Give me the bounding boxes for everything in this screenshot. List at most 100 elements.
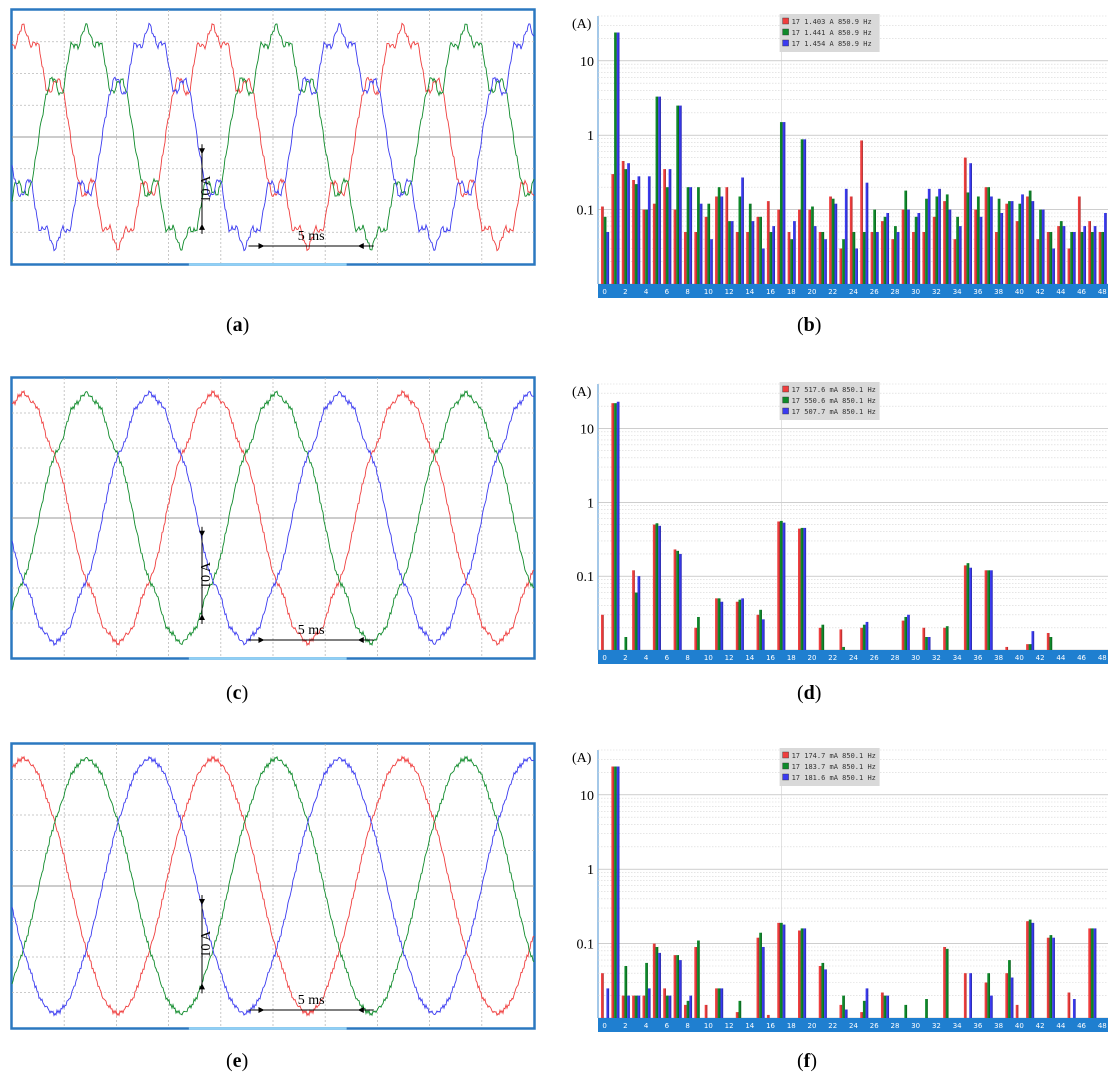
waveform-panel-a: 10 A 5 ms xyxy=(10,8,536,266)
bar-blue-h25 xyxy=(865,621,869,650)
bar-green-h32 xyxy=(935,196,939,284)
bar-red-h28 xyxy=(891,239,895,284)
bar-red-h29 xyxy=(901,620,905,650)
bar-red-h25 xyxy=(860,140,863,284)
bar-blue-h22 xyxy=(834,203,838,284)
bar-green-h8 xyxy=(686,187,690,284)
bar-blue-h40 xyxy=(1021,194,1024,284)
waveform-red-phase xyxy=(11,755,535,1017)
x-tick-label: 46 xyxy=(1077,288,1086,296)
bar-blue-h16 xyxy=(772,226,776,284)
bar-green-h41 xyxy=(1028,919,1032,1018)
bar-green-h6 xyxy=(665,995,669,1018)
x-tick-label: 4 xyxy=(644,654,649,662)
bar-blue-h34 xyxy=(958,226,962,284)
bar-blue-h31 xyxy=(927,188,931,284)
legend-swatch-blue xyxy=(782,407,789,415)
bar-blue-h6 xyxy=(668,169,672,284)
x-tick-label: 4 xyxy=(644,1022,649,1030)
x-tick-label: 26 xyxy=(870,288,879,296)
arrow-left-icon xyxy=(357,243,364,249)
legend-entry: 17 183.7 mA 850.1 Hz xyxy=(792,763,876,771)
bar-green-h3 xyxy=(634,184,638,284)
bar-red-h41 xyxy=(1026,196,1029,284)
legend-box xyxy=(779,14,880,52)
bar-red-h33 xyxy=(943,201,946,284)
bar-red-h32 xyxy=(932,216,936,284)
x-tick-label: 38 xyxy=(994,654,1003,662)
x-tick-label: 48 xyxy=(1098,1022,1107,1030)
y-tick-label: 0.1 xyxy=(577,204,595,219)
bar-blue-h25 xyxy=(865,988,869,1018)
arrow-left-icon xyxy=(357,637,364,643)
x-tick-label: 40 xyxy=(1015,288,1024,296)
x-tick-label: 0 xyxy=(602,1022,606,1030)
bar-red-h19 xyxy=(798,209,801,284)
x-tick-label: 2 xyxy=(623,654,627,662)
x-tick-label: 28 xyxy=(890,1022,899,1030)
bar-blue-h15 xyxy=(761,947,765,1018)
bar-blue-h18 xyxy=(793,221,796,284)
bar-red-h4 xyxy=(642,209,646,284)
bar-red-h39 xyxy=(1005,973,1009,1018)
bar-red-h30 xyxy=(912,231,915,284)
caption-f: (f) xyxy=(797,1050,818,1072)
bar-green-h47 xyxy=(1090,231,1094,284)
bar-green-h4 xyxy=(645,962,648,1018)
bar-blue-h37 xyxy=(990,196,993,284)
bar-red-h34 xyxy=(953,239,957,284)
bar-blue-h5 xyxy=(658,952,661,1018)
bar-red-h11 xyxy=(715,196,718,284)
x-tick-label: 42 xyxy=(1036,654,1045,662)
bar-green-h26 xyxy=(873,209,876,284)
x-tick-label: 38 xyxy=(994,1022,1003,1030)
x-tick-label: 16 xyxy=(766,288,775,296)
bar-blue-h35 xyxy=(969,567,972,650)
bar-green-h36 xyxy=(976,196,980,284)
bar-red-h23 xyxy=(839,1004,843,1018)
arrow-right-icon xyxy=(258,1007,265,1013)
y-unit-label: (A) xyxy=(572,17,592,32)
bar-red-h10 xyxy=(704,1004,708,1018)
bar-blue-h21 xyxy=(824,969,827,1018)
bar-blue-h5 xyxy=(658,96,661,284)
legend-swatch-red xyxy=(782,751,789,759)
bar-blue-h1 xyxy=(616,32,620,284)
y-unit-label: (A) xyxy=(572,751,592,766)
bar-blue-h29 xyxy=(907,209,910,284)
bar-blue-h36 xyxy=(979,216,983,284)
bar-green-h24 xyxy=(852,231,856,284)
bar-green-h39 xyxy=(1008,201,1011,284)
x-tick-label: 14 xyxy=(745,654,754,662)
x-tick-label: 26 xyxy=(870,654,879,662)
x-tick-label: 2 xyxy=(623,288,627,296)
bar-red-h29 xyxy=(901,209,905,284)
x-tick-label: 12 xyxy=(725,1022,734,1030)
waveform-green-phase xyxy=(11,22,535,251)
x-tick-label: 8 xyxy=(685,1022,689,1030)
bar-blue-h39 xyxy=(1010,977,1014,1018)
bar-red-h35 xyxy=(963,973,967,1018)
legend-entry: 17 181.6 mA 850.1 Hz xyxy=(792,774,876,782)
bar-green-h41 xyxy=(1028,644,1032,650)
bar-red-h7 xyxy=(673,955,677,1018)
bar-red-h2 xyxy=(621,160,625,284)
x-tick-label: 32 xyxy=(932,654,941,662)
bar-red-h0 xyxy=(601,973,604,1018)
x-tick-label: 44 xyxy=(1056,288,1065,296)
bar-blue-h32 xyxy=(938,188,941,284)
bar-red-h0 xyxy=(601,614,604,650)
waveform-chart-c: 10 A 5 ms xyxy=(10,376,536,660)
x-axis-bar xyxy=(598,650,1108,664)
bar-blue-h45 xyxy=(1072,231,1076,284)
bar-green-h13 xyxy=(738,599,742,650)
x-tick-label: 42 xyxy=(1036,288,1045,296)
bar-green-h33 xyxy=(945,948,949,1018)
x-tick-label: 34 xyxy=(953,288,962,296)
x-tick-label: 30 xyxy=(911,1022,920,1030)
bar-red-h27 xyxy=(880,992,884,1018)
caption-c: (c) xyxy=(226,682,249,704)
arrow-right-icon xyxy=(258,243,265,249)
bar-blue-h41 xyxy=(1031,631,1035,650)
